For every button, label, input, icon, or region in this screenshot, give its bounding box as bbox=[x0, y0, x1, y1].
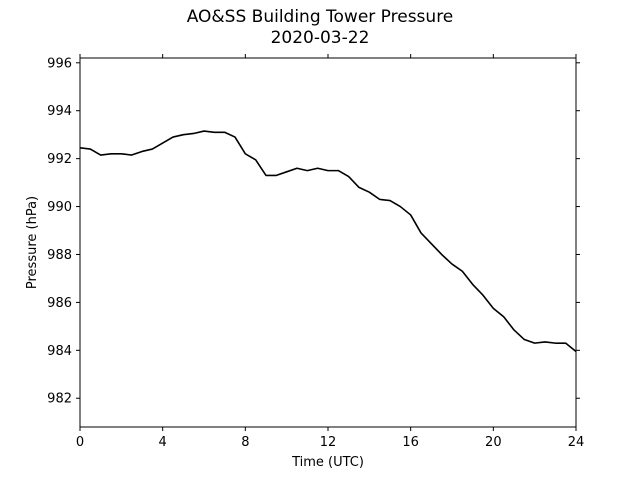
y-tick-label: 988 bbox=[47, 248, 72, 263]
x-axis-label: Time (UTC) bbox=[291, 455, 364, 470]
x-tick-label: 20 bbox=[485, 435, 502, 450]
x-tick-label: 16 bbox=[402, 435, 419, 450]
x-tick-label: 0 bbox=[76, 435, 84, 450]
chart-title: AO&SS Building Tower Pressure bbox=[186, 7, 454, 27]
y-tick-label: 984 bbox=[47, 344, 72, 359]
y-axis-label: Pressure (hPa) bbox=[25, 196, 40, 289]
x-tick-label: 4 bbox=[159, 435, 167, 450]
y-tick-label: 986 bbox=[47, 296, 72, 311]
axis-ticks: 0 4 8 12 16 20 24 982 984 986 988 990 992 994 996 bbox=[47, 54, 584, 450]
x-tick-label: 12 bbox=[320, 435, 337, 450]
y-tick-label: 990 bbox=[47, 200, 72, 215]
x-tick-label: 8 bbox=[241, 435, 249, 450]
x-tick-label: 24 bbox=[568, 435, 585, 450]
y-tick-label: 992 bbox=[47, 152, 72, 167]
plot-frame bbox=[79, 57, 577, 428]
y-tick-label: 994 bbox=[47, 104, 72, 119]
y-tick-label: 982 bbox=[47, 392, 72, 407]
chart-subtitle: 2020-03-22 bbox=[270, 28, 370, 48]
y-tick-label: 996 bbox=[47, 56, 72, 71]
pressure-series-line bbox=[79, 130, 577, 353]
series-layer bbox=[79, 130, 577, 353]
